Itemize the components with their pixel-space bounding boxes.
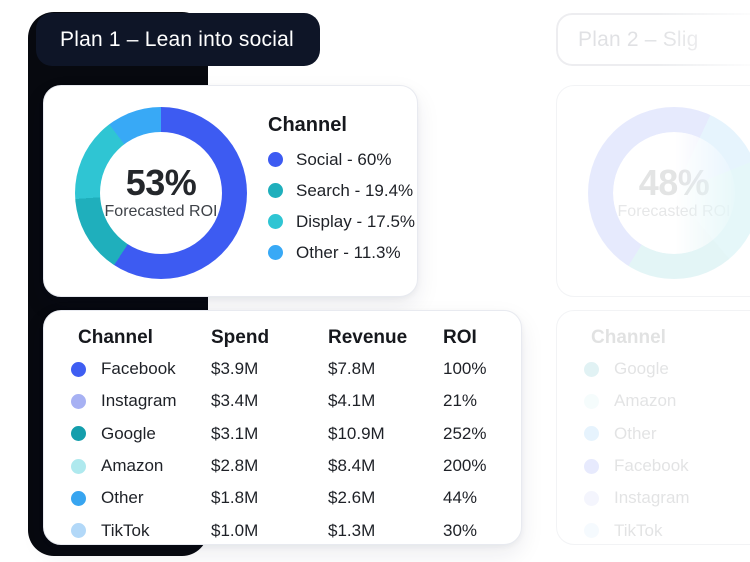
channel-name: Other bbox=[614, 423, 657, 443]
google-dot-icon bbox=[584, 361, 599, 377]
other-dot-icon bbox=[268, 245, 283, 260]
channel-name: Instagram bbox=[101, 391, 177, 411]
plan1-title: Plan 1 – Lean into social bbox=[60, 27, 294, 51]
table-header-row: Channel Spend Revenue ROI bbox=[44, 323, 521, 353]
social-dot-icon bbox=[268, 152, 283, 167]
spend-value: $2.8M bbox=[211, 456, 259, 476]
revenue-value: $7.8M bbox=[328, 359, 376, 379]
facebook-dot-icon bbox=[71, 361, 86, 377]
plan1-chart-card: 53% Forecasted ROI Channel Social - 60% … bbox=[43, 85, 418, 297]
table-row-instagram: Instagram $3.4M $4.1M 21% bbox=[71, 385, 521, 417]
spend-value: $1.0M bbox=[211, 520, 259, 540]
instagram-dot-icon bbox=[584, 490, 599, 506]
plan2-title: Plan 2 – Slig bbox=[578, 27, 699, 51]
forecasted-roi-value: 53% bbox=[125, 162, 197, 203]
legend-title: Channel bbox=[268, 114, 347, 136]
legend-item-social: Social - 60% bbox=[268, 144, 415, 175]
plan1-table-card: Channel Spend Revenue ROI Facebook $3.9M… bbox=[43, 310, 522, 545]
plan2-chart-card: 48% Forecasted ROI bbox=[556, 85, 750, 297]
legend-label: Display - 17.5% bbox=[296, 211, 416, 231]
other-dot-icon bbox=[71, 490, 86, 506]
table-row-amazon: Amazon bbox=[584, 385, 750, 417]
spend-value: $3.1M bbox=[211, 423, 259, 443]
revenue-value: $1.3M bbox=[328, 520, 376, 540]
channel-legend: Channel Social - 60% Search - 19.4% Disp… bbox=[268, 113, 415, 268]
table-row-tiktok: TikTok bbox=[584, 514, 750, 546]
table-header-roi: ROI bbox=[443, 327, 477, 348]
table-row-amazon: Amazon $2.8M $8.4M 200% bbox=[71, 450, 521, 482]
legend-item-display: Display - 17.5% bbox=[268, 206, 415, 237]
forecasted-roi-label: Forecasted ROI bbox=[104, 203, 218, 220]
table-row-tiktok: TikTok $1.0M $1.3M 30% bbox=[71, 514, 521, 546]
roi-value: 100% bbox=[443, 359, 487, 379]
plan2-roi-donut-chart: 48% Forecasted ROI bbox=[588, 107, 750, 279]
table-header-channel: Channel bbox=[78, 327, 153, 348]
revenue-value: $8.4M bbox=[328, 456, 376, 476]
other-dot-icon bbox=[584, 426, 599, 442]
table-row-other: Other $1.8M $2.6M 44% bbox=[71, 482, 521, 514]
legend-label: Other - 11.3% bbox=[296, 242, 401, 262]
tiktok-dot-icon bbox=[584, 523, 599, 539]
instagram-dot-icon bbox=[71, 393, 86, 409]
roi-value: 21% bbox=[443, 391, 478, 411]
legend-label: Search - 19.4% bbox=[296, 180, 414, 200]
plan2-table-header-row: Channel bbox=[557, 323, 750, 353]
tiktok-dot-icon bbox=[71, 523, 86, 539]
revenue-value: $10.9M bbox=[328, 423, 385, 443]
table-row-other: Other bbox=[584, 418, 750, 450]
plan2-pill[interactable]: Plan 2 – Slig bbox=[556, 13, 750, 66]
plan2-donut-center: 48% Forecasted ROI bbox=[613, 132, 735, 254]
roi-value: 252% bbox=[443, 423, 487, 443]
table-row-google: Google $3.1M $10.9M 252% bbox=[71, 418, 521, 450]
channel-name: Facebook bbox=[101, 359, 176, 379]
table-body: Facebook $3.9M $7.8M 100% Instagram $3.4… bbox=[44, 353, 521, 547]
roi-value: 44% bbox=[443, 488, 478, 508]
table-row-facebook: Facebook $3.9M $7.8M 100% bbox=[71, 353, 521, 385]
plan2-forecasted-roi-label: Forecasted ROI bbox=[617, 203, 731, 220]
table-row-instagram: Instagram bbox=[584, 482, 750, 514]
plan1-pill[interactable]: Plan 1 – Lean into social bbox=[36, 13, 320, 66]
amazon-dot-icon bbox=[71, 458, 86, 474]
table-row-facebook: Facebook bbox=[584, 450, 750, 482]
roi-value: 200% bbox=[443, 456, 487, 476]
legend-item-search: Search - 19.4% bbox=[268, 175, 415, 206]
revenue-value: $2.6M bbox=[328, 488, 376, 508]
channel-name: Other bbox=[101, 488, 144, 508]
table-header-channel: Channel bbox=[591, 327, 666, 348]
facebook-dot-icon bbox=[584, 458, 599, 474]
channel-name: Amazon bbox=[614, 391, 677, 411]
spend-value: $1.8M bbox=[211, 488, 259, 508]
channel-name: TikTok bbox=[101, 520, 150, 540]
roi-value: 30% bbox=[443, 520, 478, 540]
table-row-google: Google bbox=[584, 353, 750, 385]
channel-name: Instagram bbox=[614, 488, 690, 508]
search-dot-icon bbox=[268, 183, 283, 198]
plan2-forecasted-roi-value: 48% bbox=[638, 162, 710, 203]
revenue-value: $4.1M bbox=[328, 391, 376, 411]
plan2-table-body: Google Amazon Other Facebook bbox=[557, 353, 750, 547]
spend-value: $3.9M bbox=[211, 359, 259, 379]
plan2-table-card: Channel Google Amazon Other bbox=[556, 310, 750, 545]
amazon-dot-icon bbox=[584, 393, 599, 409]
spend-value: $3.4M bbox=[211, 391, 259, 411]
roi-donut-chart: 53% Forecasted ROI bbox=[75, 107, 247, 279]
table-header-revenue: Revenue bbox=[328, 327, 408, 348]
display-dot-icon bbox=[268, 214, 283, 229]
channel-name: Amazon bbox=[101, 456, 164, 476]
channel-name: Google bbox=[614, 359, 669, 379]
legend-item-other: Other - 11.3% bbox=[268, 237, 415, 268]
google-dot-icon bbox=[71, 426, 86, 442]
channel-name: Facebook bbox=[614, 456, 689, 476]
table-header-spend: Spend bbox=[211, 327, 270, 348]
donut-center: 53% Forecasted ROI bbox=[100, 132, 222, 254]
channel-name: Google bbox=[101, 423, 156, 443]
legend-label: Social - 60% bbox=[296, 149, 392, 169]
channel-name: TikTok bbox=[614, 520, 663, 540]
